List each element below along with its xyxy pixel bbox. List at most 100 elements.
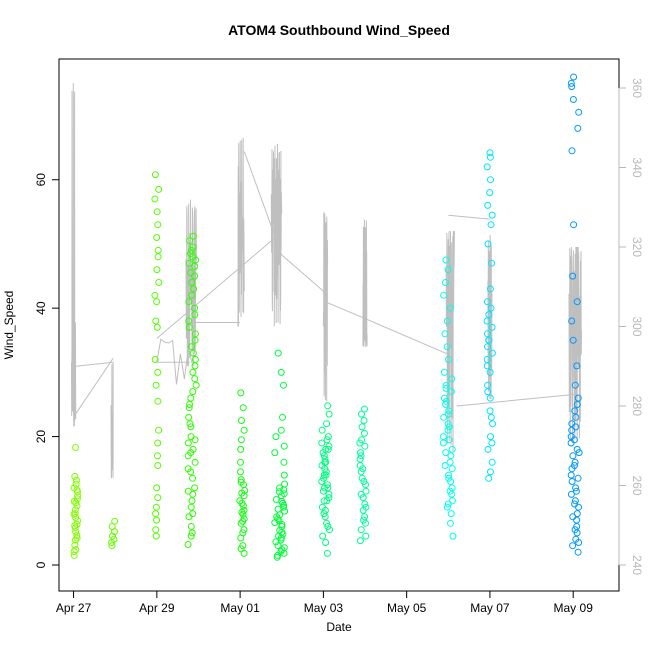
data-point — [322, 539, 330, 546]
data-point — [483, 362, 491, 370]
data-point — [320, 510, 328, 518]
data-point — [155, 185, 163, 193]
data-point — [319, 532, 327, 540]
data-point — [188, 291, 196, 299]
data-point — [443, 343, 451, 351]
data-point — [443, 317, 451, 325]
data-point — [73, 532, 81, 539]
data-point — [567, 490, 575, 498]
data-point — [324, 523, 332, 530]
data-point — [187, 532, 195, 540]
direction-line-link — [281, 254, 328, 296]
data-point — [448, 375, 456, 383]
data-point — [357, 526, 365, 534]
data-point — [151, 195, 159, 203]
data-point — [154, 452, 161, 460]
data-point — [237, 545, 245, 553]
data-point — [573, 401, 581, 408]
data-point — [444, 420, 452, 428]
data-point — [567, 79, 575, 87]
y-right-tick-label: 240 — [630, 555, 644, 575]
y-right-tick-label: 360 — [630, 78, 644, 98]
data-point — [189, 368, 197, 376]
data-point — [191, 458, 199, 466]
data-point — [154, 462, 162, 469]
data-point — [449, 532, 457, 540]
data-point — [274, 542, 282, 550]
data-point — [448, 445, 456, 453]
data-point — [188, 246, 195, 254]
chart-title: ATOM4 Southbound Wind_Speed — [228, 22, 450, 38]
data-point — [572, 423, 580, 431]
data-point — [237, 389, 245, 397]
data-point — [483, 317, 491, 325]
data-point — [189, 253, 197, 261]
data-point — [185, 298, 193, 306]
data-point — [238, 508, 246, 516]
direction-line-link — [156, 238, 274, 339]
data-point — [237, 476, 245, 484]
data-point — [571, 462, 578, 469]
data-point — [362, 532, 370, 540]
data-point — [325, 494, 333, 502]
direction-line-link — [448, 214, 490, 220]
data-point — [485, 311, 493, 319]
data-point — [189, 490, 197, 498]
x-tick-label: May 01 — [220, 601, 260, 615]
data-point — [487, 221, 495, 229]
data-point — [187, 423, 195, 431]
data-point — [275, 517, 283, 525]
data-point — [442, 401, 450, 408]
data-point — [273, 513, 281, 521]
data-point — [185, 413, 193, 421]
direction-line-segment — [568, 246, 582, 443]
data-point — [151, 171, 159, 179]
data-point — [575, 108, 583, 116]
data-point — [358, 423, 366, 431]
data-point — [184, 541, 192, 548]
data-point — [240, 506, 248, 514]
data-point — [323, 549, 331, 557]
data-point — [280, 486, 288, 494]
data-point — [574, 548, 582, 556]
x-tick-label: May 09 — [554, 601, 594, 615]
direction-line-segment — [237, 137, 245, 327]
data-point — [155, 279, 163, 286]
data-point — [447, 388, 455, 396]
data-point — [188, 279, 196, 286]
y-left-tick-label: 60 — [34, 173, 48, 187]
data-point — [356, 455, 364, 463]
data-point — [362, 503, 370, 511]
data-point — [238, 499, 246, 507]
y-left-tick-label: 0 — [34, 561, 48, 568]
direction-line-link — [327, 302, 366, 320]
data-point — [357, 449, 364, 457]
x-tick-label: Apr 29 — [139, 601, 175, 615]
direction-line-segment — [71, 83, 77, 427]
data-point — [73, 534, 81, 542]
data-point — [361, 405, 368, 413]
data-point — [362, 487, 370, 495]
data-point — [184, 487, 192, 495]
data-point — [324, 445, 332, 453]
data-point — [446, 487, 454, 495]
data-point — [488, 259, 496, 267]
data-point — [446, 458, 454, 466]
data-point — [239, 517, 247, 525]
data-point — [483, 298, 491, 306]
data-point — [445, 423, 453, 431]
direction-line-link — [243, 151, 283, 256]
data-point — [360, 478, 368, 485]
data-point — [570, 436, 578, 444]
data-point — [71, 522, 79, 530]
data-point — [191, 484, 199, 492]
data-point — [321, 455, 329, 463]
data-point — [442, 384, 450, 392]
data-point — [240, 526, 248, 534]
data-point — [357, 490, 365, 498]
data-point — [442, 381, 450, 389]
data-point — [278, 497, 286, 505]
data-point — [280, 381, 287, 389]
data-point — [357, 452, 365, 460]
